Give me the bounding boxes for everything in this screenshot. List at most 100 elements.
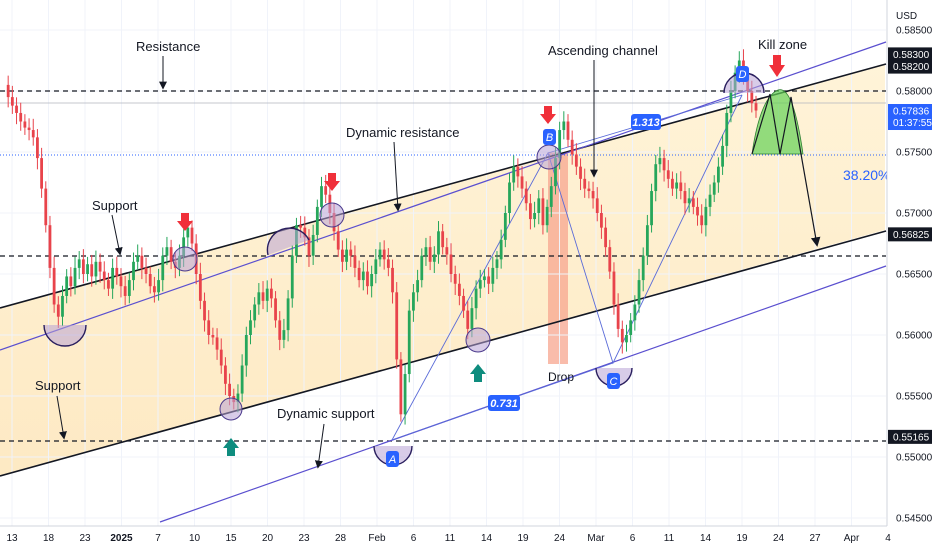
candle-body <box>721 145 724 167</box>
candle-body <box>207 320 211 335</box>
candle-body <box>73 267 77 287</box>
candle-body <box>102 271 106 281</box>
y-tick-label: 0.57500 <box>896 148 932 159</box>
candle-body <box>56 304 60 317</box>
candle-body <box>36 137 39 159</box>
x-tick-label: 27 <box>809 533 821 544</box>
x-tick-label: 19 <box>736 533 748 544</box>
candle-body <box>219 349 223 366</box>
point-d-label: D <box>739 69 747 81</box>
x-tick-label: Feb <box>368 533 386 544</box>
ratio-box-lower <box>488 395 520 411</box>
x-tick-label: 15 <box>225 533 237 544</box>
candle-body <box>428 247 432 262</box>
candle-body <box>449 254 453 274</box>
channel-lower-black <box>0 230 887 477</box>
red-down-arrow <box>769 55 785 77</box>
x-tick-label: 19 <box>517 533 529 544</box>
x-tick-label: 18 <box>43 533 55 544</box>
candle-body <box>370 274 374 287</box>
candle-body <box>249 320 252 335</box>
fib-label: 38.20% <box>843 167 890 183</box>
candle-body <box>299 225 303 228</box>
x-tick-label: 24 <box>554 533 566 544</box>
candle-body <box>403 374 407 415</box>
x-tick-label: 23 <box>298 533 310 544</box>
price-tag-label: 0.55165 <box>893 432 930 443</box>
candle-body <box>244 335 248 366</box>
candle-body <box>98 261 102 272</box>
price-axis-bg[interactable] <box>887 0 932 550</box>
candle-body <box>591 191 595 199</box>
candle-body <box>441 231 445 248</box>
candle-body <box>378 249 382 260</box>
point-a-box <box>386 451 399 467</box>
candle-body <box>654 164 658 192</box>
dyn-res-pointer <box>393 141 402 212</box>
candle-body <box>662 158 666 171</box>
candle-body <box>40 158 43 189</box>
support-lower-pointer <box>56 395 67 440</box>
candle-body <box>470 308 474 329</box>
candle-body <box>153 286 156 293</box>
candle-body <box>81 259 85 274</box>
candle-body <box>754 103 758 111</box>
green-up-arrow <box>223 438 239 456</box>
candle-body <box>549 186 553 207</box>
candle-body <box>77 259 81 268</box>
candle-body <box>491 267 495 284</box>
time-axis-bg[interactable] <box>0 526 932 550</box>
y-tick-label: 0.57000 <box>896 209 932 220</box>
candle-body <box>261 292 265 301</box>
candle-body <box>424 247 428 256</box>
candle-body <box>386 259 390 268</box>
candle-body <box>353 255 357 268</box>
candle-body <box>687 198 691 204</box>
red-down-arrow <box>540 106 556 124</box>
candle-body <box>303 227 307 238</box>
candle-body <box>52 267 56 305</box>
touch-circle <box>172 246 198 272</box>
candle-body <box>6 84 10 98</box>
candle-body <box>111 267 115 289</box>
candle-body <box>357 267 361 281</box>
candle-body <box>499 239 503 260</box>
candle-body <box>466 310 470 329</box>
candle-body <box>282 330 286 340</box>
candle-body <box>483 276 486 281</box>
candle-body <box>629 320 633 335</box>
candle-body <box>336 231 340 250</box>
candle-body <box>286 298 290 331</box>
candle-body <box>512 166 516 183</box>
candle-body <box>399 359 403 415</box>
candle-body <box>541 198 545 226</box>
harmonic-pattern <box>391 94 743 441</box>
candle-body <box>462 295 465 311</box>
drop-bar <box>548 152 568 364</box>
candle-body <box>562 121 566 131</box>
candle-body <box>717 166 720 183</box>
candle-body <box>240 365 244 394</box>
red-arrows <box>177 55 785 231</box>
candle-body <box>524 188 528 204</box>
candle-body <box>198 274 202 301</box>
candle-body <box>144 267 148 274</box>
candle-body <box>625 335 628 343</box>
point-b-label: B <box>546 132 553 144</box>
x-tick-label: Mar <box>587 533 605 544</box>
candle-body <box>253 304 257 321</box>
touch-circle <box>465 327 491 353</box>
candle-body <box>683 191 687 204</box>
x-tick-label: 24 <box>773 533 785 544</box>
price-tag <box>888 227 932 242</box>
candle-body <box>516 166 520 177</box>
candle-body <box>650 191 653 226</box>
half-circle <box>43 324 87 347</box>
x-tick-label: 7 <box>155 533 161 544</box>
x-tick-label: 10 <box>189 533 201 544</box>
candle-body <box>554 158 557 187</box>
candle-body <box>307 237 311 256</box>
kill-zone-label: Kill zone <box>758 37 807 52</box>
